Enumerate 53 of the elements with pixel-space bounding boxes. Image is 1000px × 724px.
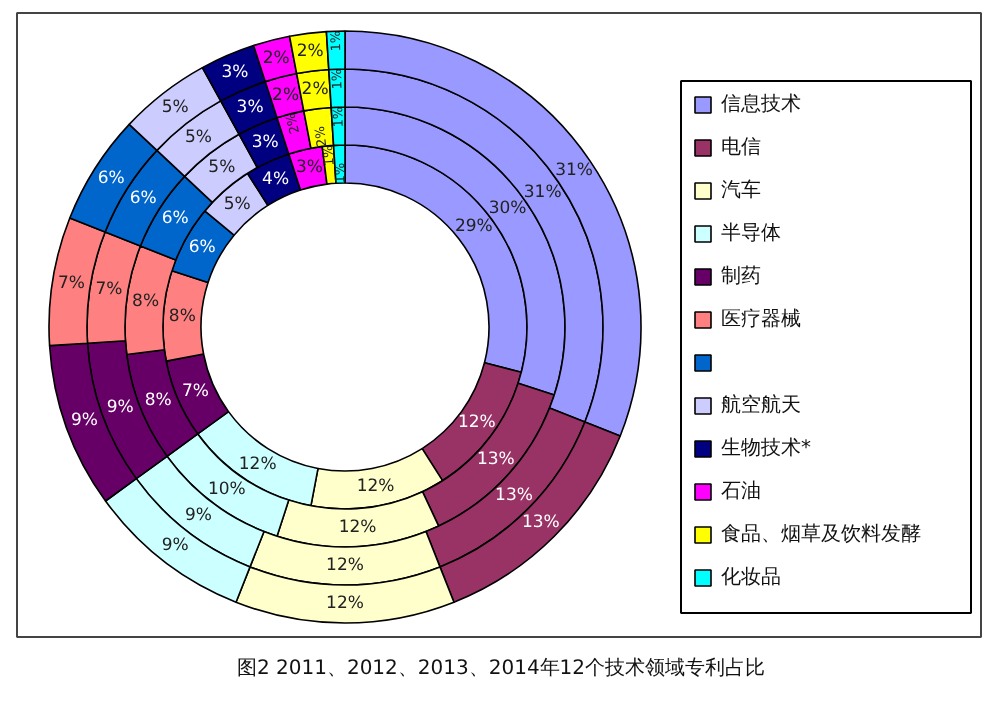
data-label: 8% bbox=[168, 306, 196, 327]
legend-label: 食品、烟草及饮料发酵 bbox=[721, 522, 921, 546]
legend-label: 信息技术 bbox=[721, 92, 801, 116]
data-label: 13% bbox=[495, 486, 533, 506]
data-label: 13% bbox=[521, 512, 560, 533]
data-label: 5% bbox=[185, 128, 213, 149]
data-label: 9% bbox=[70, 410, 98, 431]
data-label: 5% bbox=[208, 158, 236, 179]
data-label: 7% bbox=[95, 279, 123, 300]
data-label: 3% bbox=[295, 157, 323, 178]
legend-label: 半导体 bbox=[721, 221, 781, 245]
data-label: 8% bbox=[144, 390, 172, 411]
legend-label: 医疗器械 bbox=[721, 307, 801, 331]
legend-label: 化妆品 bbox=[721, 565, 781, 589]
legend-label: 汽车 bbox=[721, 178, 761, 202]
data-label: 3% bbox=[236, 97, 264, 118]
data-label: 29% bbox=[454, 217, 493, 238]
data-label: 13% bbox=[476, 449, 515, 470]
data-label: 3% bbox=[251, 132, 279, 153]
data-label: 8% bbox=[132, 291, 160, 312]
legend-label: 电信 bbox=[721, 135, 761, 159]
legend-label: 制药 bbox=[721, 264, 761, 288]
data-label: 6% bbox=[129, 188, 157, 209]
data-label: 31% bbox=[523, 182, 562, 203]
data-label: 7% bbox=[181, 381, 209, 402]
data-label: 10% bbox=[207, 479, 246, 500]
data-label: 5% bbox=[223, 194, 251, 215]
data-label: 7% bbox=[57, 273, 85, 294]
legend-label: 生物技术* bbox=[721, 436, 811, 460]
legend-label: 石油 bbox=[721, 479, 761, 503]
data-label: 2% bbox=[301, 79, 329, 100]
data-label: 6% bbox=[188, 238, 216, 259]
data-label: 4% bbox=[262, 169, 290, 190]
data-label: 9% bbox=[185, 505, 213, 526]
data-label: 6% bbox=[97, 168, 125, 189]
data-label: 9% bbox=[161, 535, 189, 556]
data-label: 5% bbox=[161, 98, 189, 119]
data-label: 2% bbox=[272, 85, 300, 106]
data-label: 31% bbox=[555, 161, 594, 182]
data-label: 3% bbox=[221, 62, 249, 83]
data-label: 12% bbox=[238, 454, 277, 475]
data-label: 2% bbox=[262, 48, 290, 69]
data-label: 9% bbox=[106, 397, 134, 418]
data-label: 2% bbox=[296, 42, 324, 63]
data-label: 12% bbox=[326, 556, 364, 576]
data-label: 6% bbox=[161, 209, 189, 230]
data-label: 12% bbox=[326, 594, 364, 614]
data-label: 12% bbox=[356, 477, 395, 498]
data-label: 12% bbox=[457, 412, 496, 433]
data-label: 30% bbox=[488, 198, 527, 219]
data-label: 12% bbox=[338, 517, 377, 538]
caption: 图2 2011、2012、2013、2014年12个技术领域专利占比 bbox=[236, 656, 766, 680]
legend-label: 航空航天 bbox=[721, 393, 801, 417]
